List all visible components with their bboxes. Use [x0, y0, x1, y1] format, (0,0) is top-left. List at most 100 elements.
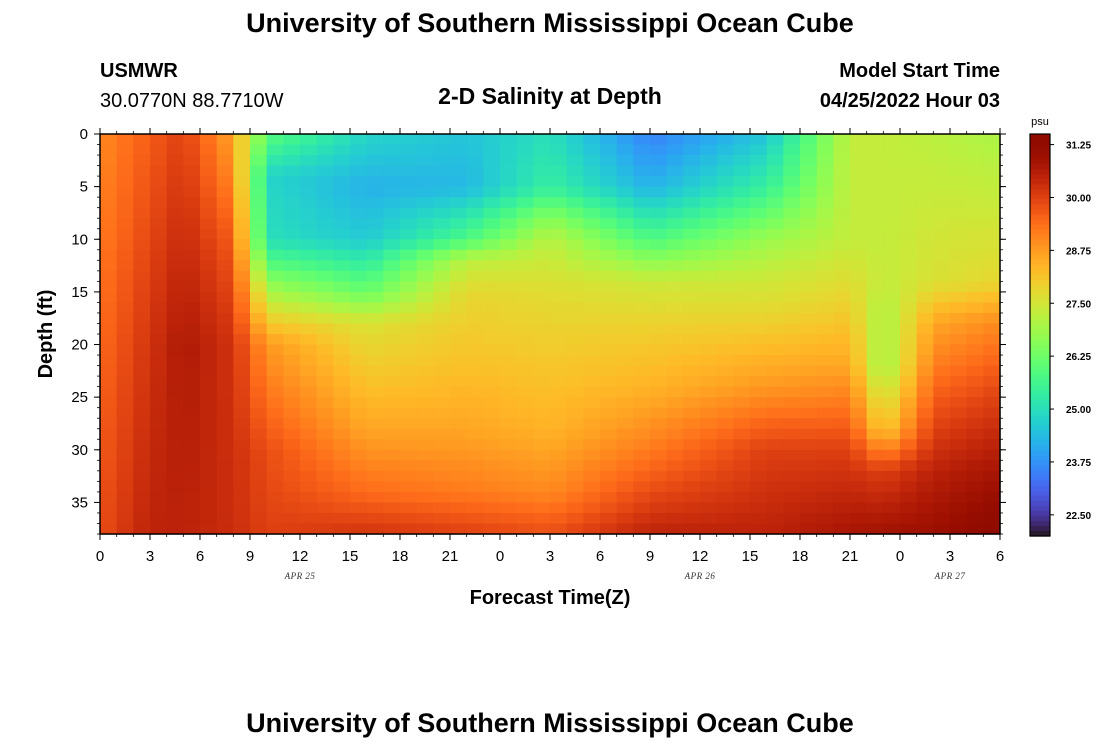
heatmap-cell — [350, 376, 368, 388]
heatmap-cell — [183, 228, 201, 240]
heatmap-cell — [983, 270, 1001, 282]
heatmap-cell — [650, 428, 668, 440]
heatmap-cell — [850, 312, 868, 325]
colorbar-segment — [1030, 385, 1050, 391]
x-tick-label: 12 — [292, 548, 309, 565]
heatmap-cell — [950, 344, 968, 356]
chart-subtitle: 2-D Salinity at Depth — [438, 83, 662, 109]
heatmap-cell — [800, 312, 818, 325]
colorbar-segment — [1030, 259, 1050, 266]
heatmap-cell — [700, 270, 718, 282]
heatmap-cell — [550, 470, 568, 482]
colorbar-segment — [1030, 490, 1050, 497]
heatmap-cell — [383, 334, 401, 346]
heatmap-cell — [183, 481, 201, 493]
heatmap-cell — [600, 418, 618, 430]
heatmap-cell — [116, 397, 134, 409]
heatmap-cell — [433, 291, 451, 304]
heatmap-cell — [666, 334, 684, 346]
heatmap-cell — [616, 428, 634, 440]
heatmap-cell — [833, 218, 851, 230]
heatmap-cell — [283, 470, 301, 482]
heatmap-cell — [333, 176, 351, 188]
heatmap-cell — [366, 260, 384, 272]
heatmap-cell — [850, 397, 868, 409]
heatmap-cell — [700, 334, 718, 346]
heatmap-cell — [200, 365, 218, 377]
heatmap-cell — [750, 460, 768, 472]
heatmap-cell — [866, 491, 884, 504]
heatmap-cell — [666, 344, 684, 356]
heatmap-cell — [766, 439, 784, 451]
heatmap-cell — [950, 491, 968, 504]
heatmap-cell — [150, 176, 168, 188]
colorbar-segment — [1030, 304, 1050, 311]
heatmap-cell — [700, 155, 718, 167]
heatmap-cell — [366, 334, 384, 346]
heatmap-cell — [700, 260, 718, 272]
heatmap-cell — [900, 407, 918, 419]
y-tick-label: 30 — [71, 442, 88, 459]
heatmap-cell — [350, 460, 368, 472]
heatmap-cell — [750, 344, 768, 356]
heatmap-cell — [316, 134, 334, 146]
heatmap-cell — [366, 470, 384, 482]
heatmap-cell — [600, 302, 618, 314]
heatmap-cell — [400, 270, 418, 282]
colorbar-segment — [1030, 139, 1050, 145]
heatmap-cell — [116, 428, 134, 440]
heatmap-cell — [950, 270, 968, 282]
x-tick-label: 9 — [246, 548, 254, 565]
heatmap-cell — [266, 239, 284, 251]
heatmap-cell — [650, 334, 668, 346]
heatmap-cell — [433, 334, 451, 346]
heatmap-cell — [683, 239, 701, 251]
heatmap-cell — [966, 460, 984, 472]
heatmap-cell — [300, 144, 318, 156]
heatmap-cell — [650, 481, 668, 493]
heatmap-cell — [866, 523, 884, 535]
colorbar-segment — [1030, 475, 1050, 482]
heatmap-cell — [316, 439, 334, 451]
heatmap-cell — [983, 460, 1001, 472]
heatmap-cell — [516, 407, 534, 419]
heatmap-cell — [700, 312, 718, 325]
heatmap-cell — [600, 134, 618, 146]
heatmap-cell — [600, 334, 618, 346]
heatmap-cell — [883, 407, 901, 419]
heatmap-cell — [266, 281, 284, 293]
heatmap-cell — [400, 460, 418, 472]
heatmap-cell — [383, 134, 401, 146]
heatmap-cell — [783, 334, 801, 346]
heatmap-cell — [866, 281, 884, 293]
heatmap-cell — [350, 428, 368, 440]
heatmap-cell — [750, 134, 768, 146]
heatmap-cell — [216, 155, 234, 167]
heatmap-cell — [216, 144, 234, 156]
heatmap-cell — [983, 491, 1001, 504]
heatmap-cell — [616, 281, 634, 293]
heatmap-cell — [683, 439, 701, 451]
heatmap-cell — [683, 365, 701, 377]
heatmap-cell — [983, 312, 1001, 325]
heatmap-cell — [733, 281, 751, 293]
heatmap-cell — [466, 228, 484, 240]
heatmap-cell — [466, 334, 484, 346]
heatmap-cell — [750, 470, 768, 482]
heatmap-cell — [683, 512, 701, 525]
heatmap-cell — [133, 302, 151, 314]
heatmap-cell — [733, 397, 751, 409]
heatmap-cell — [950, 207, 968, 219]
heatmap-cell — [750, 449, 768, 461]
heatmap-cell — [883, 312, 901, 325]
heatmap-cell — [516, 491, 534, 504]
heatmap-cell — [866, 481, 884, 493]
heatmap-cell — [266, 134, 284, 146]
heatmap-cell — [616, 176, 634, 188]
heatmap-cell — [783, 386, 801, 398]
heatmap-cell — [350, 176, 368, 188]
heatmap-cell — [766, 355, 784, 367]
heatmap-cell — [883, 134, 901, 146]
heatmap-cell — [916, 176, 934, 188]
heatmap-cell — [933, 397, 951, 409]
